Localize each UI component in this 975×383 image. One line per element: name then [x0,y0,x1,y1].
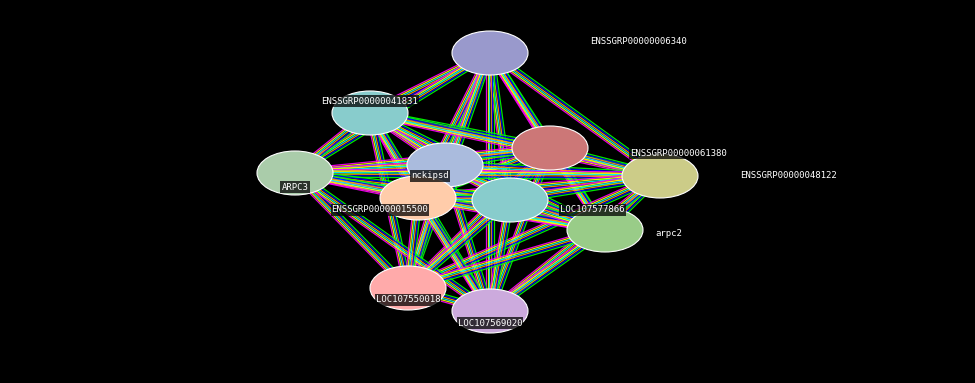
Ellipse shape [622,154,698,198]
Ellipse shape [332,91,408,135]
Text: arpc2: arpc2 [655,229,682,237]
Text: ENSSGRP00000015500: ENSSGRP00000015500 [332,206,428,214]
Text: ENSSGRP00000061380: ENSSGRP00000061380 [630,149,726,157]
Text: ARPC3: ARPC3 [282,183,308,192]
Ellipse shape [407,143,483,187]
Ellipse shape [567,208,643,252]
Text: LOC107550018: LOC107550018 [375,296,441,304]
Ellipse shape [452,289,528,333]
Text: ENSSGRP00000041831: ENSSGRP00000041831 [322,97,418,105]
Text: LOC107569020: LOC107569020 [457,319,523,327]
Text: ENSSGRP00000006340: ENSSGRP00000006340 [590,36,686,46]
Ellipse shape [472,178,548,222]
Ellipse shape [380,176,456,220]
Ellipse shape [370,266,446,310]
Ellipse shape [257,151,333,195]
Text: LOC107577866: LOC107577866 [560,206,625,214]
Text: nckipsd: nckipsd [411,172,448,180]
Text: ENSSGRP00000048122: ENSSGRP00000048122 [740,172,837,180]
Ellipse shape [512,126,588,170]
Ellipse shape [452,31,528,75]
